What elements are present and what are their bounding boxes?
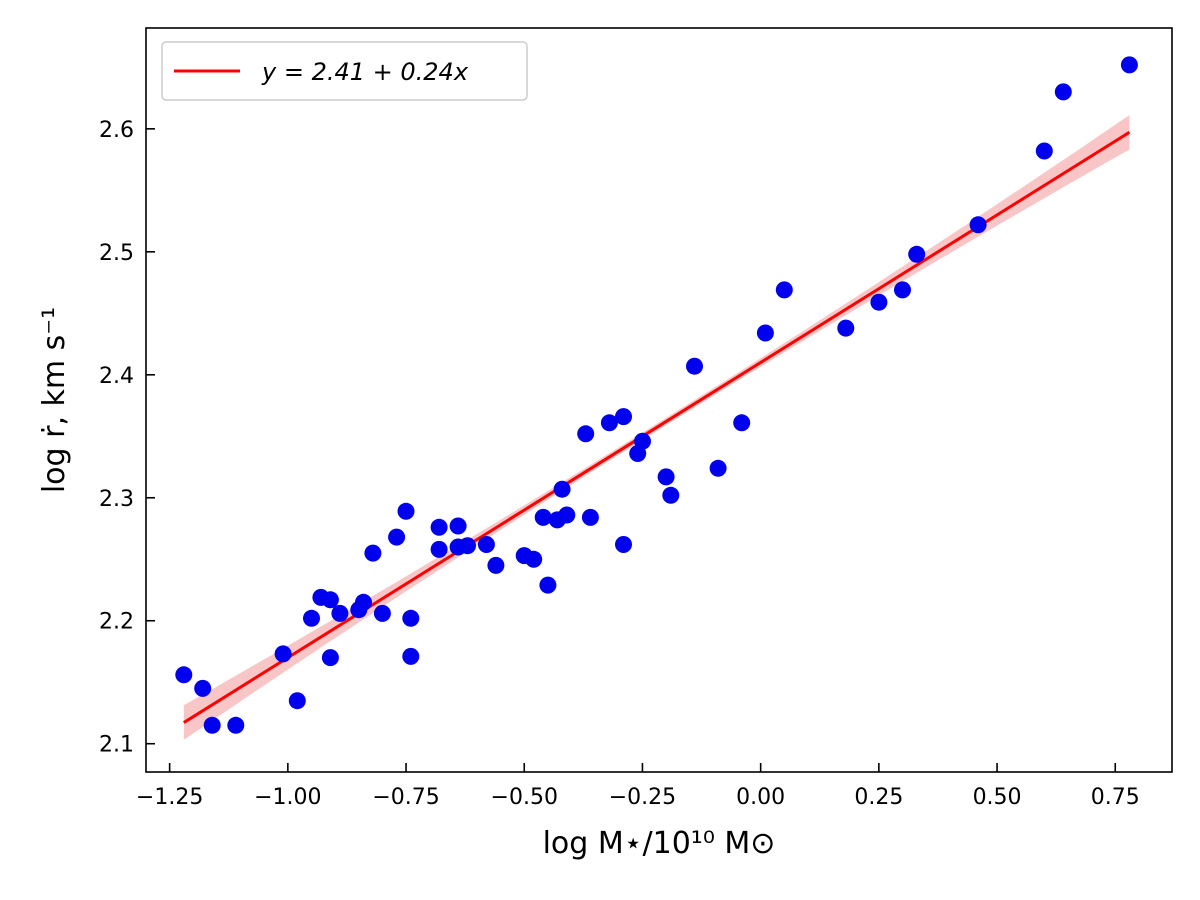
data-point bbox=[274, 645, 292, 663]
x-tick-label: 0.50 bbox=[973, 785, 1022, 810]
data-point bbox=[487, 556, 505, 574]
data-point bbox=[870, 293, 888, 311]
data-point bbox=[894, 281, 911, 299]
y-tick-label: 2.1 bbox=[99, 733, 134, 758]
data-points-layer bbox=[175, 56, 1138, 734]
data-point bbox=[581, 508, 599, 526]
data-point bbox=[775, 281, 793, 299]
y-tick-label: 2.2 bbox=[99, 610, 134, 635]
legend: y = 2.41 + 0.24x bbox=[161, 41, 528, 101]
data-point bbox=[1054, 83, 1072, 101]
data-point bbox=[459, 537, 476, 555]
data-point bbox=[477, 536, 495, 553]
data-point bbox=[331, 604, 349, 622]
data-point bbox=[657, 468, 675, 486]
x-tick-label: −0.50 bbox=[491, 785, 558, 810]
data-point bbox=[539, 576, 557, 594]
data-point bbox=[709, 459, 727, 477]
data-point bbox=[686, 357, 703, 375]
data-point bbox=[837, 319, 855, 337]
data-point bbox=[1120, 56, 1138, 74]
data-point bbox=[600, 414, 618, 432]
x-tick-label: 0.25 bbox=[854, 785, 903, 810]
legend-box bbox=[161, 41, 528, 101]
data-point bbox=[402, 647, 420, 665]
data-point bbox=[908, 245, 926, 263]
data-point bbox=[430, 540, 448, 558]
fit-line-layer bbox=[183, 131, 1131, 724]
data-point bbox=[558, 506, 576, 524]
data-point bbox=[430, 518, 448, 536]
x-tick-label: −1.00 bbox=[254, 785, 321, 810]
data-point bbox=[355, 593, 372, 611]
data-point bbox=[203, 716, 221, 734]
data-point bbox=[662, 486, 680, 504]
data-point bbox=[303, 609, 320, 627]
data-point bbox=[364, 544, 382, 562]
data-point bbox=[321, 591, 339, 609]
y-tick-label: 2.3 bbox=[99, 487, 134, 512]
x-axis-ticks: −1.25 −1.00 −0.75 −0.50 −0.25 0.00 0.25 0.50 0.7… bbox=[136, 763, 1140, 810]
data-point bbox=[288, 692, 306, 710]
y-tick-label: 2.5 bbox=[99, 241, 134, 266]
data-point bbox=[449, 517, 467, 535]
data-point bbox=[194, 679, 212, 697]
x-tick-label: −0.75 bbox=[372, 785, 439, 810]
data-point bbox=[756, 324, 774, 342]
data-point bbox=[634, 432, 651, 450]
y-tick-label: 2.6 bbox=[99, 118, 134, 143]
x-tick-label: −0.25 bbox=[609, 785, 676, 810]
y-tick-label: 2.4 bbox=[99, 364, 134, 389]
y-axis-label: log ṙ, km s⁻¹ bbox=[37, 307, 72, 493]
plot-frame bbox=[145, 27, 1173, 773]
x-tick-label: −1.25 bbox=[136, 785, 203, 810]
data-point bbox=[388, 528, 406, 546]
data-point bbox=[615, 408, 632, 426]
data-point bbox=[1035, 142, 1053, 160]
data-point bbox=[402, 609, 420, 627]
x-axis-label: log M⋆/10¹⁰ M⊙ bbox=[543, 826, 776, 861]
data-point bbox=[175, 666, 193, 684]
data-point bbox=[397, 502, 415, 520]
x-tick-label: 0.00 bbox=[736, 785, 785, 810]
data-point bbox=[227, 716, 245, 734]
fit-line bbox=[183, 131, 1131, 724]
data-point bbox=[615, 536, 632, 553]
data-point bbox=[969, 216, 987, 234]
data-point bbox=[733, 414, 751, 432]
y-axis-ticks: 2.1 2.2 2.3 2.4 2.5 2.6 bbox=[99, 118, 155, 758]
x-tick-label: 0.75 bbox=[1091, 785, 1140, 810]
data-point bbox=[553, 480, 571, 498]
data-point bbox=[577, 425, 595, 443]
data-point bbox=[525, 550, 543, 568]
data-point bbox=[534, 508, 552, 526]
data-point bbox=[373, 604, 391, 622]
data-point bbox=[321, 649, 339, 667]
legend-label: y = 2.41 + 0.24x bbox=[261, 58, 469, 86]
